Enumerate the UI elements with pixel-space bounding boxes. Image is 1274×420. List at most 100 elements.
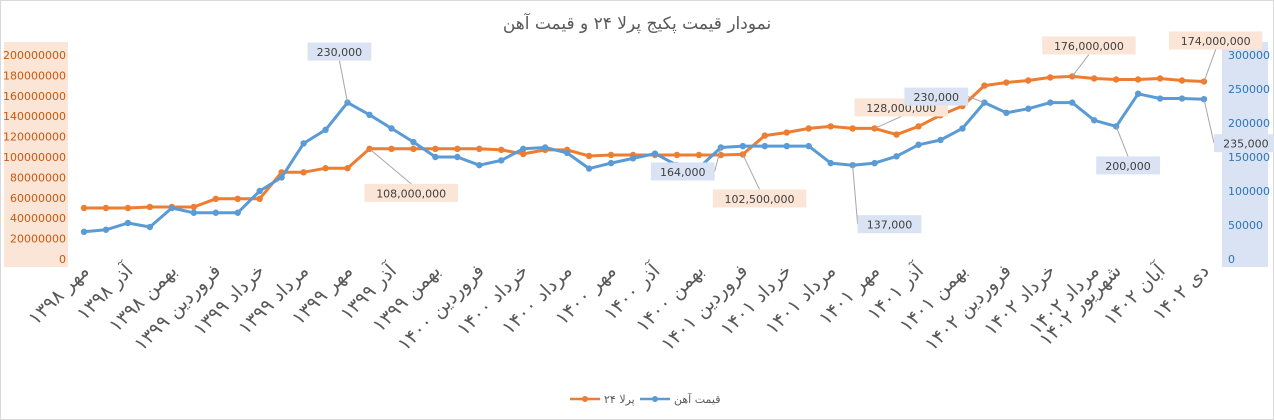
series-1-point bbox=[761, 142, 768, 150]
right-axis-tick: 0 bbox=[1228, 253, 1235, 266]
annotation-layer: 230,000108,000,000164,000102,500,000128,… bbox=[307, 31, 1274, 234]
series-0-point bbox=[981, 82, 988, 89]
series-1-point bbox=[1047, 99, 1054, 106]
series-1-point bbox=[563, 149, 571, 157]
series-0-point bbox=[1156, 75, 1164, 82]
series-1-point bbox=[454, 153, 461, 161]
series-0-point bbox=[695, 151, 703, 159]
annotation-label: 164,000 bbox=[660, 166, 706, 179]
series-0-point bbox=[322, 165, 329, 172]
left-axis-tick: 20000000 bbox=[10, 233, 66, 246]
annotation: 164,000 bbox=[650, 147, 722, 181]
series-0-point bbox=[80, 204, 88, 212]
series-0-point bbox=[256, 195, 263, 203]
series-1-point bbox=[234, 209, 241, 216]
left-axis-tick: 60000000 bbox=[10, 192, 66, 205]
left-axis-tick: 0 bbox=[59, 253, 66, 266]
series-1-point bbox=[827, 159, 834, 167]
annotation: 235,000 bbox=[1203, 99, 1274, 153]
series-0-point bbox=[300, 169, 307, 176]
annotation-box bbox=[1214, 134, 1274, 153]
annotation-leader bbox=[1115, 126, 1129, 157]
left-axis-tick: 180000000 bbox=[3, 69, 66, 82]
series-1-point bbox=[1069, 99, 1076, 106]
left-axis-tick: 140000000 bbox=[3, 110, 66, 123]
annotation: 137,000 bbox=[852, 165, 922, 234]
left-axis-tick: 120000000 bbox=[3, 131, 66, 144]
series-1-point bbox=[300, 140, 307, 147]
series-0-point bbox=[761, 132, 768, 139]
annotation-leader bbox=[968, 96, 985, 104]
series-0-point bbox=[1112, 76, 1120, 83]
series-1-point bbox=[388, 125, 395, 132]
series-0-point bbox=[234, 195, 241, 203]
annotation-leader bbox=[1203, 99, 1215, 144]
left-axis-tick: 100000000 bbox=[3, 151, 66, 164]
left-axis-tick: 40000000 bbox=[10, 212, 66, 225]
series-1-point bbox=[1025, 105, 1032, 112]
annotation-label: 102,500,000 bbox=[725, 193, 795, 206]
series-1-point bbox=[541, 144, 549, 151]
series-1-point bbox=[190, 209, 198, 216]
series-0-point bbox=[498, 146, 505, 154]
series-1-point bbox=[959, 125, 966, 132]
legend-label-iron: قیمت آهن bbox=[674, 392, 720, 406]
series-0-point bbox=[432, 145, 439, 153]
right-axis-tick: 100000 bbox=[1228, 185, 1270, 198]
series-1-point bbox=[629, 155, 637, 162]
series-1-point bbox=[915, 141, 922, 148]
right-axis-tick: 150000 bbox=[1228, 151, 1270, 164]
right-axis-tick: 50000 bbox=[1228, 219, 1263, 232]
series-0-point bbox=[1090, 75, 1098, 82]
annotation-leader bbox=[1203, 49, 1217, 82]
series-1-point bbox=[366, 111, 373, 119]
annotation-box bbox=[364, 183, 458, 202]
annotation-label: 174,000,000 bbox=[1181, 35, 1251, 48]
series-1-point bbox=[805, 142, 812, 150]
series-1-point bbox=[102, 226, 110, 233]
series-1-point bbox=[520, 145, 527, 153]
series-1-point bbox=[1156, 95, 1164, 102]
legend-label-perla: پرلا ۲۴ bbox=[604, 393, 635, 406]
chart-title: نمودار قیمت پکیج پرلا ۲۴ و قیمت آهن bbox=[503, 12, 771, 34]
left-axis-labels: 0 20000000 40000000 60000000 80000000 1000000… bbox=[3, 49, 66, 266]
series-1-point bbox=[344, 99, 351, 106]
annotation: 108,000,000 bbox=[364, 148, 458, 202]
series-0-point bbox=[805, 125, 812, 132]
annotation: 102,500,000 bbox=[712, 154, 807, 208]
series-1-point bbox=[981, 99, 988, 106]
annotation: 230,000 bbox=[904, 87, 985, 106]
series-1-point bbox=[124, 219, 132, 227]
series-0-point bbox=[124, 204, 132, 212]
series-0-point bbox=[1003, 79, 1010, 86]
series-0-point bbox=[915, 123, 922, 130]
annotation-label: 230,000 bbox=[914, 91, 960, 104]
annotation-box bbox=[857, 215, 922, 234]
series-1-point bbox=[278, 174, 285, 181]
series-0-point bbox=[1047, 74, 1054, 81]
series-0-point bbox=[1025, 77, 1032, 84]
annotation-label: 108,000,000 bbox=[376, 187, 446, 200]
legend-item-iron: قیمت آهن bbox=[640, 392, 720, 406]
series-1-point bbox=[80, 228, 88, 235]
series-1-point bbox=[146, 223, 154, 231]
annotation-leader bbox=[742, 154, 760, 190]
annotation: 176,000,000 bbox=[1042, 36, 1136, 77]
series-0-point bbox=[585, 152, 593, 160]
left-axis-tick: 160000000 bbox=[3, 90, 66, 103]
left-axis-tick: 80000000 bbox=[10, 171, 66, 184]
series-1-point bbox=[432, 153, 439, 161]
annotation-box bbox=[904, 87, 969, 106]
series-0-point bbox=[893, 131, 900, 138]
annotation-label: 176,000,000 bbox=[1054, 40, 1124, 53]
annotation: 230,000 bbox=[307, 42, 372, 103]
series-1-point bbox=[1090, 117, 1098, 124]
series-1-point bbox=[893, 153, 900, 160]
annotation-box bbox=[712, 189, 807, 208]
series-0-point bbox=[190, 203, 198, 211]
series-1-point bbox=[410, 138, 417, 146]
series-1-point bbox=[212, 209, 219, 216]
series-0-point bbox=[410, 145, 417, 153]
annotation-box bbox=[1042, 36, 1136, 55]
